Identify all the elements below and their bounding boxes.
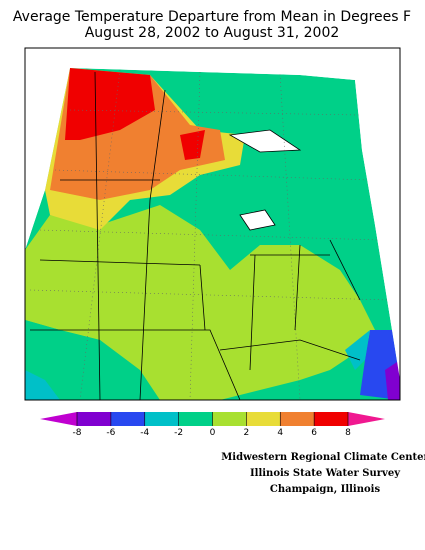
legend-tick-label: -8: [73, 428, 82, 438]
subtitle: August 28, 2002 to August 31, 2002: [85, 25, 340, 41]
legend-swatch: [314, 412, 348, 426]
legend-swatch: [246, 412, 281, 426]
legend-swatch: [77, 412, 111, 426]
legend-swatch: [212, 412, 247, 426]
legend-tick-label: 6: [311, 428, 317, 438]
legend: -8 -6 -4 -2 0 2 4 6 8: [40, 412, 385, 438]
title: Average Temperature Departure from Mean …: [13, 9, 411, 25]
legend-swatch: [280, 412, 315, 426]
legend-swatch: [144, 412, 179, 426]
legend-tick-label: -2: [174, 428, 183, 438]
legend-tick-label: 8: [345, 428, 351, 438]
legend-tick-label: 2: [244, 428, 250, 438]
credit: Illinois State Water Survey: [250, 468, 401, 479]
credit: Champaign, Illinois: [270, 484, 381, 495]
legend-end: [348, 412, 385, 426]
credit: Midwestern Regional Climate Center: [221, 452, 425, 463]
legend-tick-label: 4: [277, 428, 283, 438]
map: [24, 47, 401, 401]
legend-swatch: [110, 412, 145, 426]
legend-tick-label: -4: [140, 428, 149, 438]
legend-swatch: [178, 412, 213, 426]
legend-tick-label: -6: [106, 428, 115, 438]
legend-end: [40, 412, 77, 426]
legend-tick-label: 0: [210, 428, 216, 438]
